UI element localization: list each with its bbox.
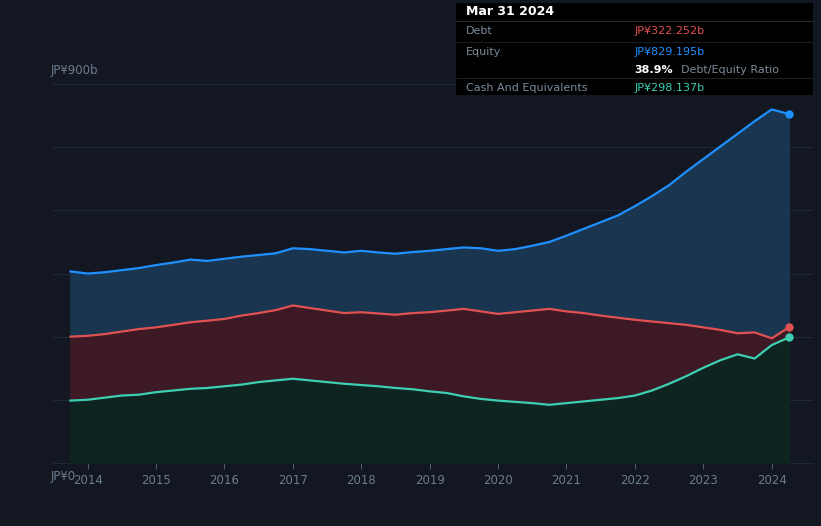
Text: Debt/Equity Ratio: Debt/Equity Ratio	[681, 65, 778, 75]
Text: JP¥298.137b: JP¥298.137b	[635, 83, 704, 93]
Text: 38.9%: 38.9%	[635, 65, 673, 75]
Text: JP¥0: JP¥0	[51, 470, 76, 483]
Text: Equity: Equity	[466, 47, 502, 57]
Text: Cash And Equivalents: Cash And Equivalents	[466, 83, 588, 93]
Text: JP¥829.195b: JP¥829.195b	[635, 47, 704, 57]
Text: Debt: Debt	[466, 26, 493, 36]
Text: JP¥900b: JP¥900b	[51, 64, 99, 77]
Text: JP¥322.252b: JP¥322.252b	[635, 26, 704, 36]
Text: Mar 31 2024: Mar 31 2024	[466, 5, 554, 18]
